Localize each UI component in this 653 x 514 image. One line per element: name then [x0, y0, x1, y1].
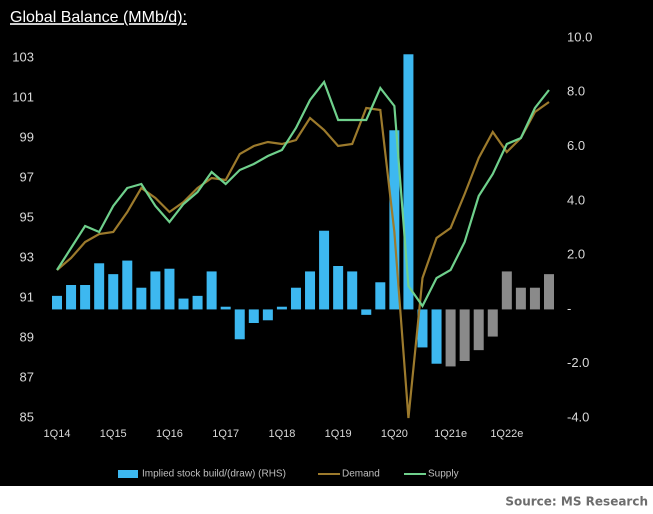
- legend-label: Implied stock build/(draw) (RHS): [142, 469, 286, 480]
- bar: [276, 306, 287, 310]
- y-tick-label: 87: [20, 369, 34, 384]
- bar: [529, 287, 540, 310]
- bar: [487, 309, 498, 337]
- y2-tick-label: 2.0: [567, 247, 585, 262]
- y-tick-label: 99: [20, 129, 34, 144]
- x-tick-label: 1Q17: [212, 428, 239, 440]
- bar: [262, 309, 273, 321]
- bar: [417, 309, 428, 348]
- bar: [150, 271, 161, 310]
- bar: [52, 295, 62, 310]
- bar: [501, 271, 512, 310]
- y-tick-label: 101: [12, 89, 34, 104]
- x-tick-label: 1Q15: [100, 428, 127, 440]
- bar: [66, 285, 77, 310]
- bar: [431, 309, 442, 364]
- bar: [333, 266, 344, 310]
- bar: [403, 54, 414, 310]
- y-tick-label: 95: [20, 209, 34, 224]
- line: [56, 101, 550, 419]
- y-tick-label: 97: [20, 169, 34, 184]
- bar: [108, 274, 119, 310]
- chart-title: Global Balance (MMb/d):: [10, 9, 187, 26]
- bar: [80, 285, 91, 310]
- bar: [234, 309, 245, 340]
- x-tick-label: 1Q20: [381, 428, 408, 440]
- bar: [389, 130, 400, 310]
- y2-tick-label: 4.0: [567, 192, 585, 207]
- bar: [136, 287, 147, 310]
- y2-tick-label: -: [567, 301, 571, 316]
- y-tick-label: 93: [20, 249, 34, 264]
- bar: [178, 298, 189, 310]
- y2-tick-label: 6.0: [567, 138, 585, 153]
- bar: [473, 309, 484, 351]
- bar: [544, 274, 554, 310]
- bar: [122, 260, 133, 310]
- bar: [361, 309, 372, 315]
- bar: [305, 271, 316, 310]
- legend-label: Demand: [342, 469, 380, 480]
- bar: [347, 271, 358, 310]
- bar: [220, 306, 231, 310]
- x-tick-label: 1Q22e: [490, 428, 523, 440]
- legend-swatch: [118, 470, 138, 478]
- x-tick-label: 1Q21e: [434, 428, 467, 440]
- bar: [192, 295, 203, 310]
- x-tick-label: 1Q14: [44, 428, 71, 440]
- bar: [290, 287, 301, 310]
- y-tick-label: 85: [20, 409, 34, 424]
- bar: [375, 282, 386, 310]
- bar: [515, 287, 526, 310]
- bar: [206, 271, 217, 310]
- y2-tick-label: 8.0: [567, 84, 585, 99]
- y2-tick-label: -2.0: [567, 355, 589, 370]
- line: [56, 79, 550, 309]
- x-tick-label: 1Q18: [268, 428, 295, 440]
- y-tick-label: 91: [20, 289, 34, 304]
- bar: [445, 309, 456, 367]
- y2-tick-label: 10.0: [567, 29, 592, 44]
- bar: [459, 309, 470, 361]
- bar: [319, 230, 330, 310]
- y-tick-label: 103: [12, 49, 34, 64]
- bar: [94, 263, 105, 310]
- source: Source: MS Research: [505, 495, 648, 509]
- legend-label: Supply: [428, 469, 459, 480]
- x-tick-label: 1Q19: [325, 428, 352, 440]
- x-tick-label: 1Q16: [156, 428, 183, 440]
- bar: [164, 268, 175, 310]
- bar: [248, 309, 259, 323]
- y2-tick-label: -4.0: [567, 409, 589, 424]
- y-tick-label: 89: [20, 329, 34, 344]
